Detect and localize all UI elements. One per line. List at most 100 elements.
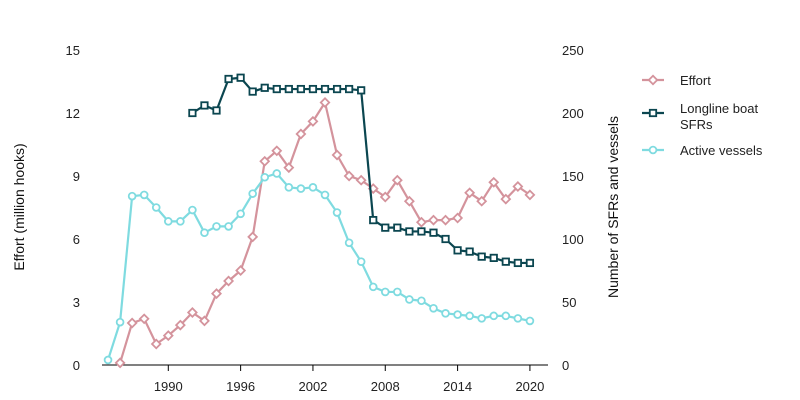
data-point xyxy=(296,84,305,94)
data-point xyxy=(212,222,221,231)
data-point xyxy=(513,258,522,268)
data-point xyxy=(344,238,354,248)
data-point xyxy=(248,87,257,96)
data-point xyxy=(212,106,221,115)
data-point xyxy=(200,228,209,238)
data-point xyxy=(176,217,185,226)
data-point xyxy=(283,162,295,174)
data-point xyxy=(211,288,222,300)
series-active-vessels xyxy=(103,169,535,365)
data-point xyxy=(464,187,476,199)
data-point xyxy=(151,203,161,212)
data-point xyxy=(477,252,486,261)
y-left-tick-label: 0 xyxy=(73,358,80,373)
data-point xyxy=(235,265,247,276)
data-point xyxy=(465,311,474,321)
data-point xyxy=(236,73,245,82)
plot-layer xyxy=(103,73,536,369)
data-point xyxy=(403,195,415,207)
data-point xyxy=(308,84,318,94)
x-tick-label: 2020 xyxy=(515,379,544,394)
data-point xyxy=(428,214,439,226)
y-axis-right-title: Number of SFRs and vessels xyxy=(605,116,621,298)
data-point xyxy=(429,228,438,237)
data-point xyxy=(138,313,150,325)
y-right-tick-label: 100 xyxy=(562,232,584,247)
y-right-tick-label: 50 xyxy=(562,295,576,310)
data-point xyxy=(319,97,331,108)
y-left-tick-label: 12 xyxy=(66,106,80,121)
data-point xyxy=(224,74,233,84)
data-point xyxy=(429,303,438,313)
data-point xyxy=(343,170,355,182)
data-point xyxy=(320,84,330,94)
data-point xyxy=(440,214,452,226)
data-point xyxy=(501,257,510,266)
legend-item: Active vessels xyxy=(642,143,763,158)
data-point xyxy=(368,282,378,292)
data-point xyxy=(272,169,282,178)
data-point xyxy=(393,287,402,297)
data-point xyxy=(115,317,125,327)
data-point xyxy=(126,317,138,329)
data-point xyxy=(224,222,233,231)
data-point xyxy=(103,355,113,365)
data-point xyxy=(500,193,512,205)
data-point xyxy=(188,108,197,118)
data-point xyxy=(223,275,235,287)
data-point xyxy=(441,309,450,318)
data-point xyxy=(465,247,474,256)
x-tick-label: 1990 xyxy=(154,379,183,394)
data-point xyxy=(380,287,390,297)
data-point xyxy=(332,84,342,94)
data-point xyxy=(284,183,294,192)
data-point xyxy=(441,234,450,244)
y-left-tick-label: 9 xyxy=(73,169,80,184)
data-point xyxy=(379,191,391,203)
data-point xyxy=(415,216,427,228)
data-point xyxy=(272,84,281,94)
data-point xyxy=(488,176,500,188)
y-right-tick-label: 150 xyxy=(562,169,584,184)
data-point xyxy=(307,115,319,127)
data-point xyxy=(355,174,367,186)
legend-label: Effort xyxy=(680,73,711,88)
y-left-tick-label: 15 xyxy=(66,43,80,58)
data-point xyxy=(284,84,293,94)
data-point xyxy=(295,128,307,140)
data-point xyxy=(525,316,535,326)
series-line xyxy=(191,76,530,265)
data-point xyxy=(524,189,536,201)
y-axis-left-title: Effort (million hooks) xyxy=(11,143,27,270)
series-longline-boat-sfrs xyxy=(188,73,535,268)
data-point xyxy=(200,101,209,110)
data-point xyxy=(489,311,499,321)
data-point xyxy=(320,190,330,200)
data-point xyxy=(150,338,162,350)
data-point xyxy=(405,227,414,236)
data-point xyxy=(308,183,318,192)
data-point xyxy=(501,311,511,321)
x-tick-label: 1996 xyxy=(226,379,255,394)
legend-label: Longline boat SFRs xyxy=(680,101,758,132)
x-tick-label: 2014 xyxy=(443,379,472,394)
data-point xyxy=(391,174,403,186)
data-point xyxy=(393,223,402,232)
legend-item: Longline boat SFRs xyxy=(642,101,758,132)
data-point xyxy=(236,209,245,219)
data-point xyxy=(174,319,186,331)
legend-swatch-marker xyxy=(648,145,658,155)
data-point xyxy=(271,145,283,157)
data-point xyxy=(513,314,523,323)
legend-swatch-marker xyxy=(648,108,658,118)
data-point xyxy=(452,212,464,224)
data-point xyxy=(345,84,354,94)
axes-layer: 1990 1996 2002 2008 2014 20200369121505010015… xyxy=(66,43,584,394)
y-right-tick-label: 250 xyxy=(562,43,584,58)
data-point xyxy=(476,195,488,207)
data-point xyxy=(332,208,342,217)
y-left-tick-label: 3 xyxy=(73,295,80,310)
data-point xyxy=(260,172,270,182)
